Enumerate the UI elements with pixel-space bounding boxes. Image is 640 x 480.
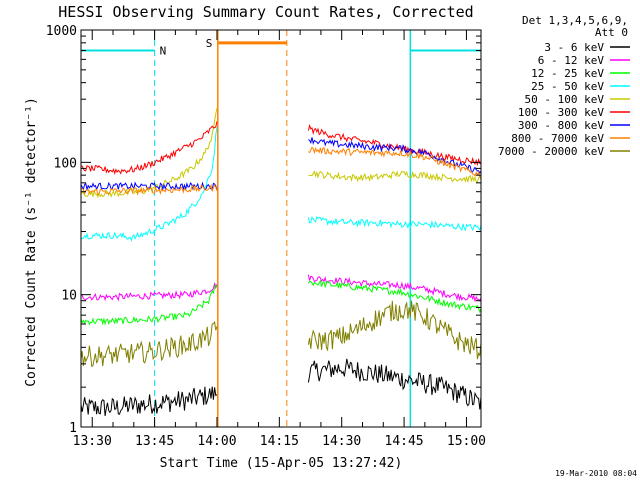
y-axis-label: Corrected Count Rate (s⁻¹ detector⁻¹) xyxy=(24,97,39,387)
series-line-0-segment-0 xyxy=(80,386,218,416)
series-line-2-segment-1 xyxy=(307,279,482,314)
legend-entry-label: 12 - 25 keV xyxy=(531,67,604,80)
legend-entry-label: 800 - 7000 keV xyxy=(511,132,604,145)
series-line-5-segment-0 xyxy=(80,121,218,175)
footer-timestamp: 19-Mar-2010 08:04 xyxy=(555,469,637,478)
series-line-6-segment-1 xyxy=(308,137,482,174)
y-tick-label: 100 xyxy=(54,156,77,171)
legend-entry-label: 25 - 50 keV xyxy=(531,80,604,93)
y-tick-label: 1 xyxy=(69,421,77,436)
x-tick-label: 14:15 xyxy=(260,434,299,449)
legend-entry-label: 3 - 6 keV xyxy=(544,41,604,54)
legend-entry-label: 50 - 100 keV xyxy=(525,93,605,106)
series-line-3-segment-0 xyxy=(80,127,218,242)
series-line-7-segment-0 xyxy=(80,183,218,196)
x-tick-label: 14:00 xyxy=(197,434,236,449)
series-line-7-segment-1 xyxy=(308,146,482,179)
saa-label: S xyxy=(206,37,213,50)
series-line-3-segment-1 xyxy=(307,215,482,232)
x-tick-label: 13:45 xyxy=(135,434,174,449)
x-axis-label: Start Time (15-Apr-05 13:27:42) xyxy=(160,456,403,471)
night-label: N xyxy=(160,44,167,57)
series-line-8-segment-0 xyxy=(80,320,218,368)
x-tick-label: 14:30 xyxy=(322,434,361,449)
series-line-4-segment-0 xyxy=(80,107,218,199)
series-line-0-segment-1 xyxy=(307,358,482,410)
series-line-8-segment-1 xyxy=(307,300,482,360)
legend-header-line: Det 1,3,4,5,6,9, xyxy=(522,14,628,27)
legend-entry-label: 100 - 300 keV xyxy=(518,106,604,119)
plot-axes: 13:30 13:45 14:00 14:15 14:30 14:45 15:00 1 10 10… xyxy=(46,24,486,449)
x-tick-label: 15:00 xyxy=(447,434,486,449)
chart-title: HESSI Observing Summary Count Rates, Cor… xyxy=(58,3,473,21)
legend-entry-label: 300 - 800 keV xyxy=(518,119,604,132)
series-line-2-segment-0 xyxy=(80,283,218,326)
series-lines xyxy=(80,107,482,416)
legend-entry-label: 7000 - 20000 keV xyxy=(498,145,604,158)
x-tick-label: 14:45 xyxy=(385,434,424,449)
series-line-1-segment-0 xyxy=(80,281,218,302)
y-tick-label: 10 xyxy=(61,289,77,304)
legend-entry-label: 6 - 12 keV xyxy=(538,54,605,67)
plot-frame xyxy=(80,29,482,428)
x-tick-label: 13:30 xyxy=(73,434,112,449)
series-line-4-segment-1 xyxy=(308,170,482,184)
y-tick-label: 1000 xyxy=(46,24,77,39)
legend-header-line: Att 0 xyxy=(595,26,628,39)
